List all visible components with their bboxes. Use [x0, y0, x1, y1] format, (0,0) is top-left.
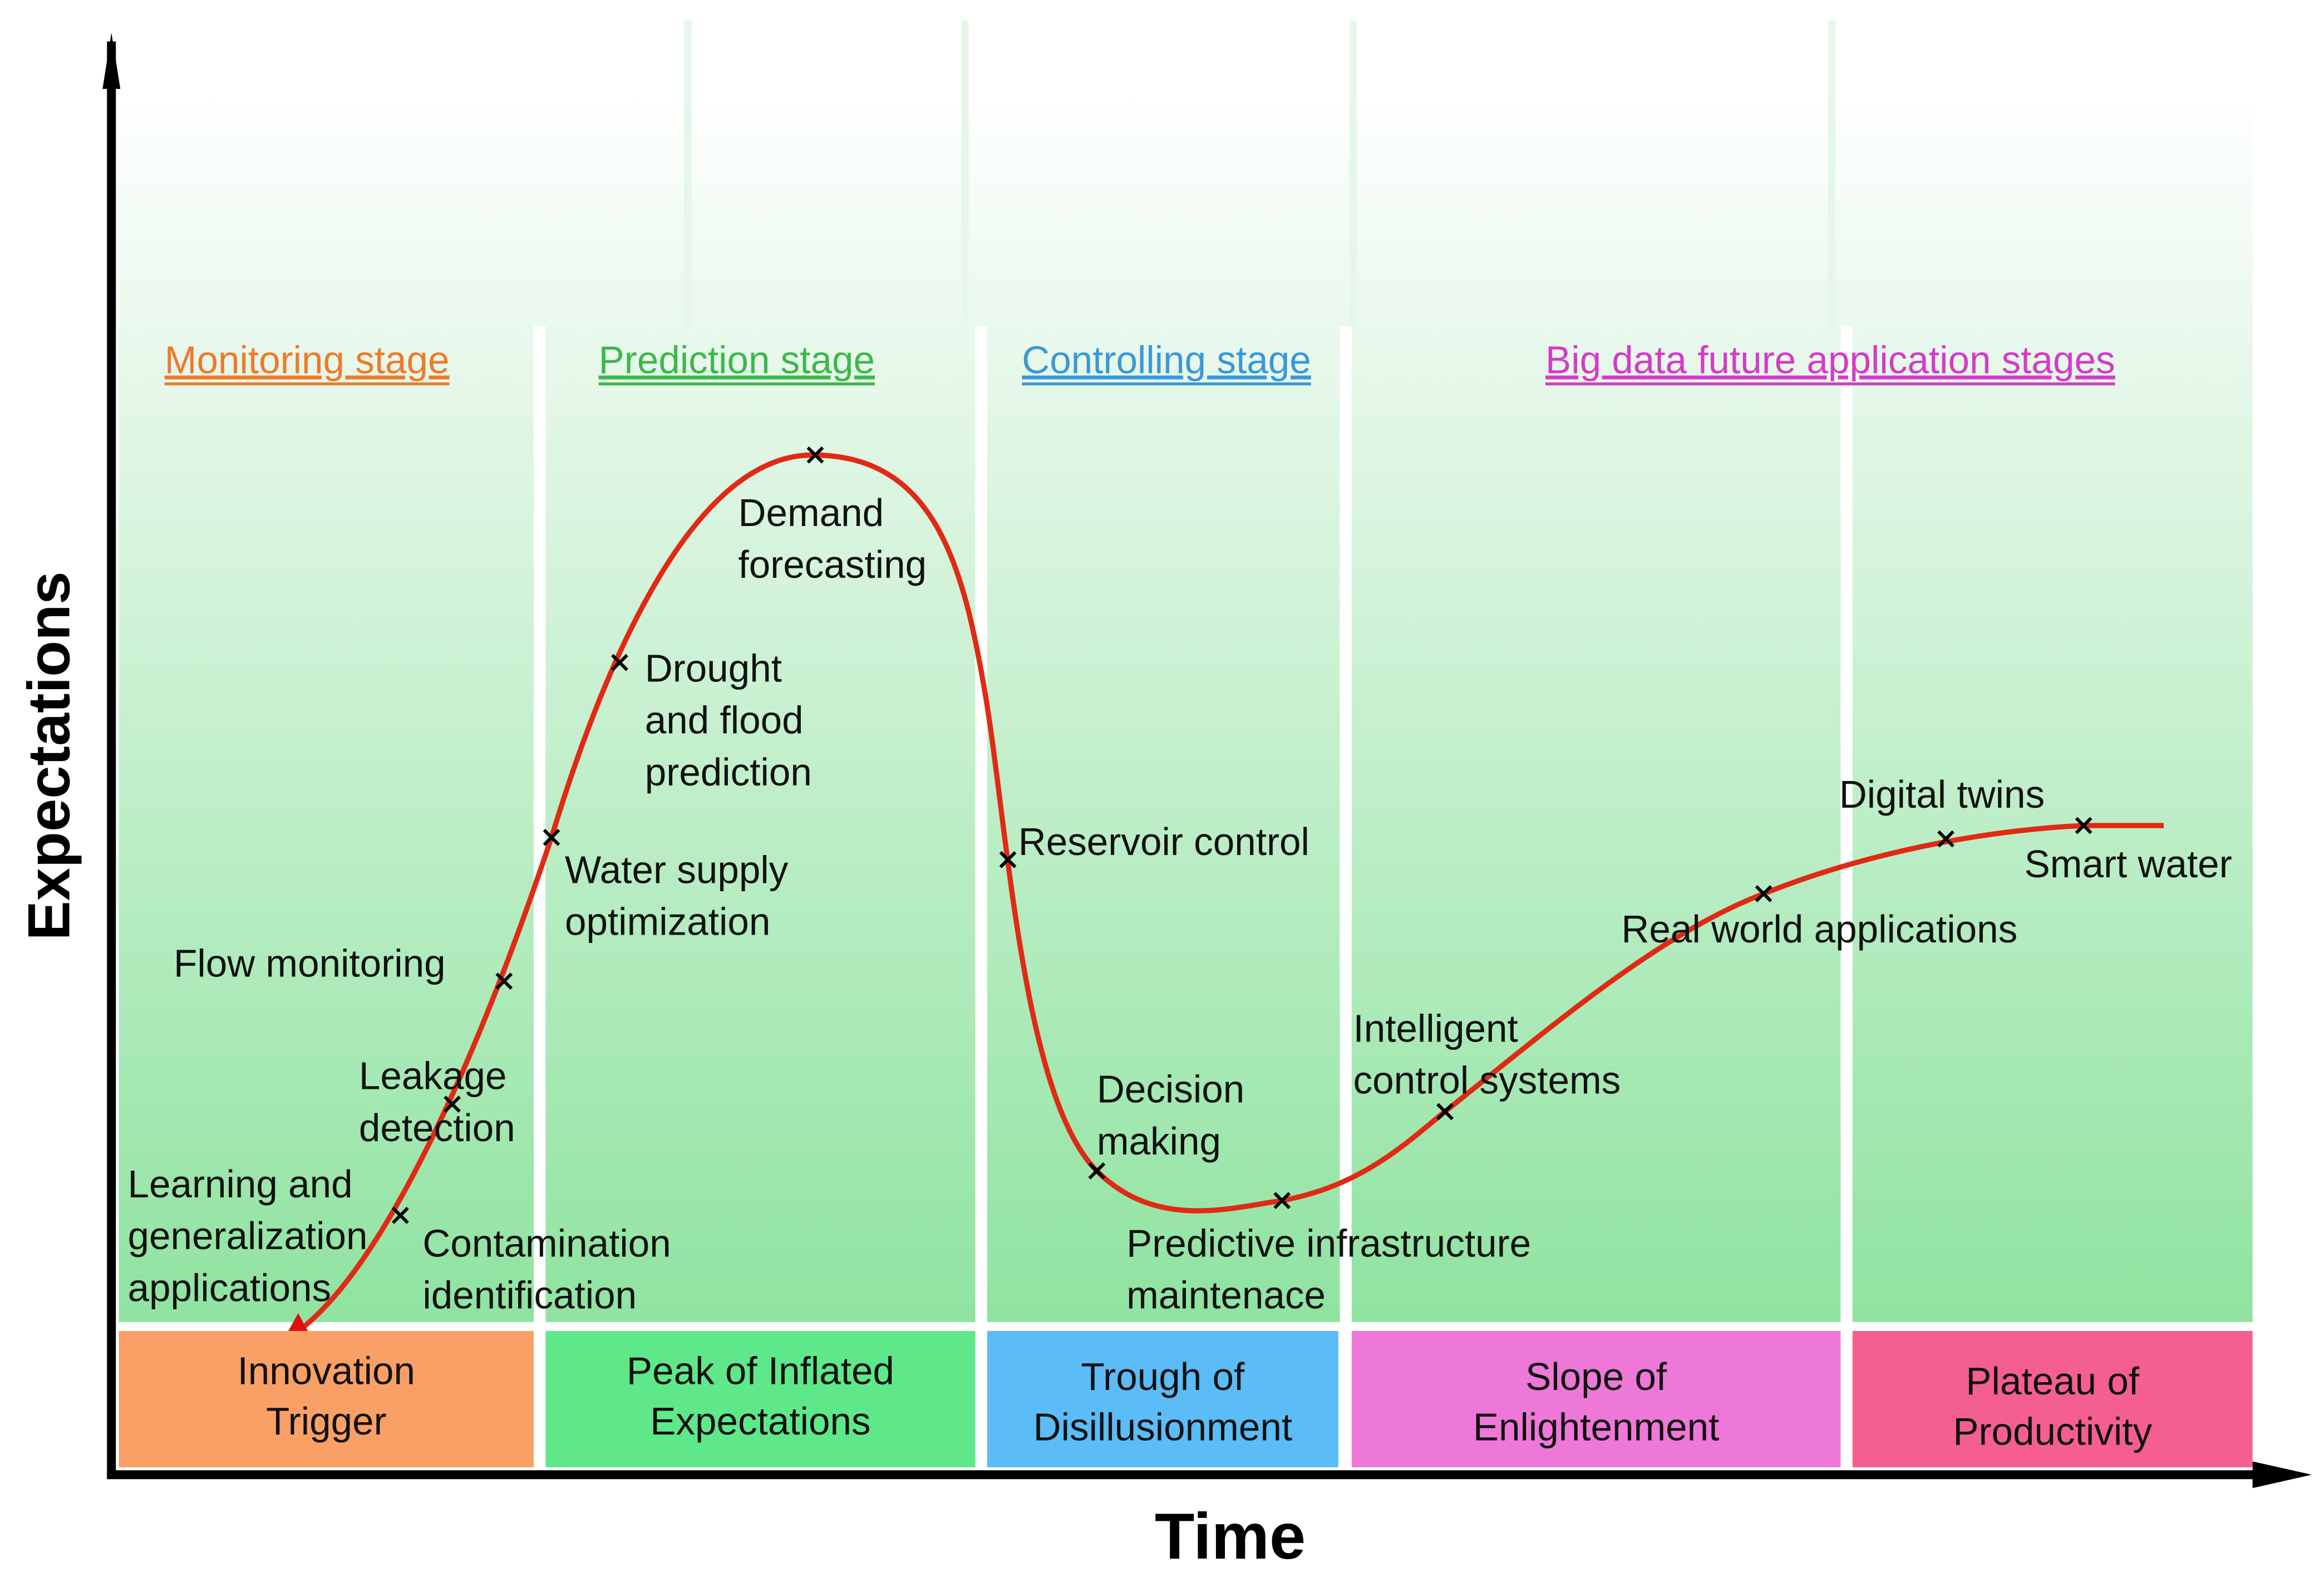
stage-title: Controlling stage [1022, 338, 1311, 382]
curve-marker [392, 1206, 409, 1224]
curve-marker [806, 446, 824, 464]
annotation: Smart water [2025, 842, 2232, 886]
y-axis-label: Expectations [16, 571, 82, 940]
annotation: prediction [645, 750, 812, 794]
annotation: making [1097, 1119, 1221, 1163]
phase-label: Peak of Inflated [627, 1349, 894, 1393]
phase-label: Enlightenment [1473, 1406, 1720, 1449]
annotation: applications [128, 1266, 332, 1309]
annotation: optimization [565, 900, 770, 944]
annotation: Predictive infrastructure [1126, 1222, 1531, 1265]
annotation: Decision [1097, 1068, 1244, 1111]
annotation: Flow monitoring [174, 941, 446, 985]
curve-marker [999, 851, 1017, 868]
plot-background [119, 89, 2253, 1323]
annotation: Drought [645, 646, 782, 690]
y-axis-arrow [102, 32, 121, 89]
annotation: control systems [1353, 1059, 1621, 1102]
annotation: and flood [645, 699, 804, 742]
curve-marker [1755, 885, 1772, 902]
annotation: Digital twins [1839, 773, 2045, 816]
phase-label: Expectations [650, 1399, 870, 1443]
annotation: generalization [128, 1214, 368, 1257]
curve-marker [1436, 1103, 1454, 1121]
curve-marker [1273, 1192, 1291, 1210]
annotation: Reservoir control [1018, 820, 1309, 863]
annotation: Water supply [565, 848, 789, 892]
phase-box [1351, 1331, 1841, 1467]
curve-marker [543, 828, 560, 846]
curve-marker [444, 1095, 461, 1113]
phase-label: Trough of [1081, 1355, 1244, 1398]
phase-label: Productivity [1953, 1410, 2152, 1453]
curve-marker [1937, 830, 1954, 848]
stage-title: Prediction stage [599, 338, 875, 382]
faint-dividers [684, 21, 1836, 326]
curve-marker [495, 972, 513, 990]
phase-label: Plateau of [1966, 1359, 2139, 1403]
annotation: Demand [738, 491, 884, 534]
annotation: Leakage [359, 1054, 507, 1098]
phase-label: Disillusionment [1033, 1406, 1292, 1449]
phase-label: Innovation [238, 1349, 415, 1393]
annotation: Intelligent [1353, 1006, 1518, 1050]
annotation: identification [422, 1274, 637, 1317]
phase-label: Trigger [266, 1399, 387, 1443]
phase-box [1852, 1331, 2253, 1467]
phase-box [987, 1331, 1338, 1467]
annotation: forecasting [738, 543, 927, 586]
stage-title: Big data future application stages [1545, 338, 2115, 382]
phase-label: Slope of [1525, 1355, 1667, 1398]
curve-marker [1088, 1162, 1106, 1180]
hype-curve [302, 452, 2164, 1329]
stage-title: Monitoring stage [165, 338, 450, 382]
annotation: Learning and [128, 1162, 353, 1206]
phase-box [545, 1331, 976, 1467]
x-axis-label: Time [1155, 1500, 1306, 1573]
annotation: detection [359, 1106, 515, 1149]
curve-marker [2075, 817, 2092, 834]
annotation: maintenace [1126, 1274, 1326, 1317]
phase-box [119, 1331, 534, 1467]
stage-dividers [534, 326, 1853, 1471]
curve-marker [611, 654, 628, 671]
x-axis-arrow [2252, 1461, 2312, 1488]
annotation: Contamination [422, 1222, 671, 1265]
annotation: Real world applications [1621, 907, 2017, 951]
